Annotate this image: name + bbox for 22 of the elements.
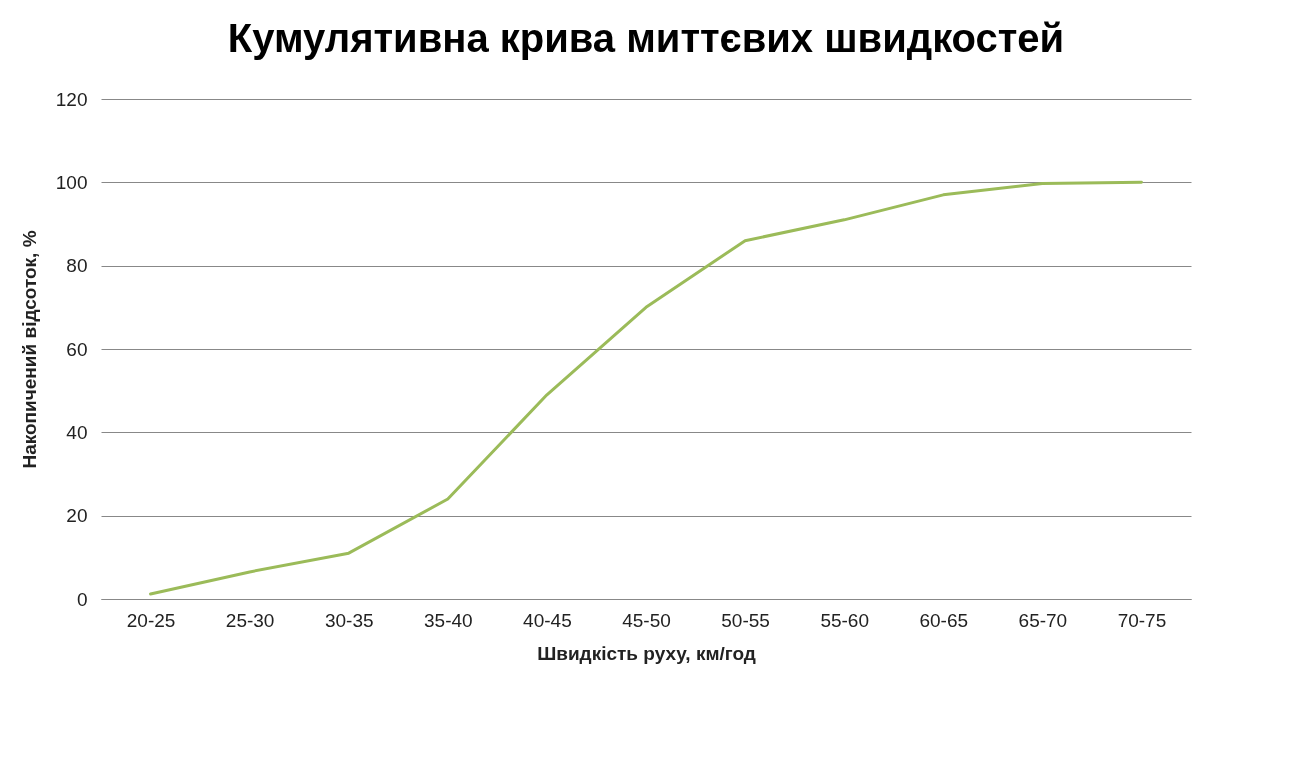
y-tick-label: 40 bbox=[66, 421, 88, 443]
x-tick-label: 25-30 bbox=[225, 609, 275, 631]
y-tick-label: 0 bbox=[76, 588, 88, 610]
y-tick-label: 60 bbox=[66, 338, 88, 360]
chart-title: Кумулятивна крива миттєвих швидкостей bbox=[227, 16, 1065, 60]
x-tick-label: 30-35 bbox=[324, 609, 374, 631]
x-tick-label: 20-25 bbox=[126, 609, 176, 631]
y-tick-label: 80 bbox=[66, 255, 88, 277]
y-axis-title: Накопичений відсоток, % bbox=[18, 230, 40, 469]
x-tick-label: 70-75 bbox=[1117, 609, 1167, 631]
y-tick-label: 100 bbox=[55, 171, 88, 193]
y-tick-label: 20 bbox=[66, 505, 88, 527]
x-tick-label: 35-40 bbox=[424, 609, 473, 631]
x-tick-label: 40-45 bbox=[523, 609, 572, 631]
x-axis-title: Швидкість руху, км/год bbox=[537, 642, 756, 664]
line-series bbox=[149, 180, 1143, 596]
x-tick-label: 55-60 bbox=[820, 609, 869, 631]
x-tick-label: 50-55 bbox=[721, 609, 770, 631]
x-tick-label: 60-65 bbox=[919, 609, 969, 631]
y-tick-label: 120 bbox=[55, 88, 88, 110]
x-tick-label: 65-70 bbox=[1018, 609, 1068, 631]
x-tick-label: 45-50 bbox=[622, 609, 671, 631]
